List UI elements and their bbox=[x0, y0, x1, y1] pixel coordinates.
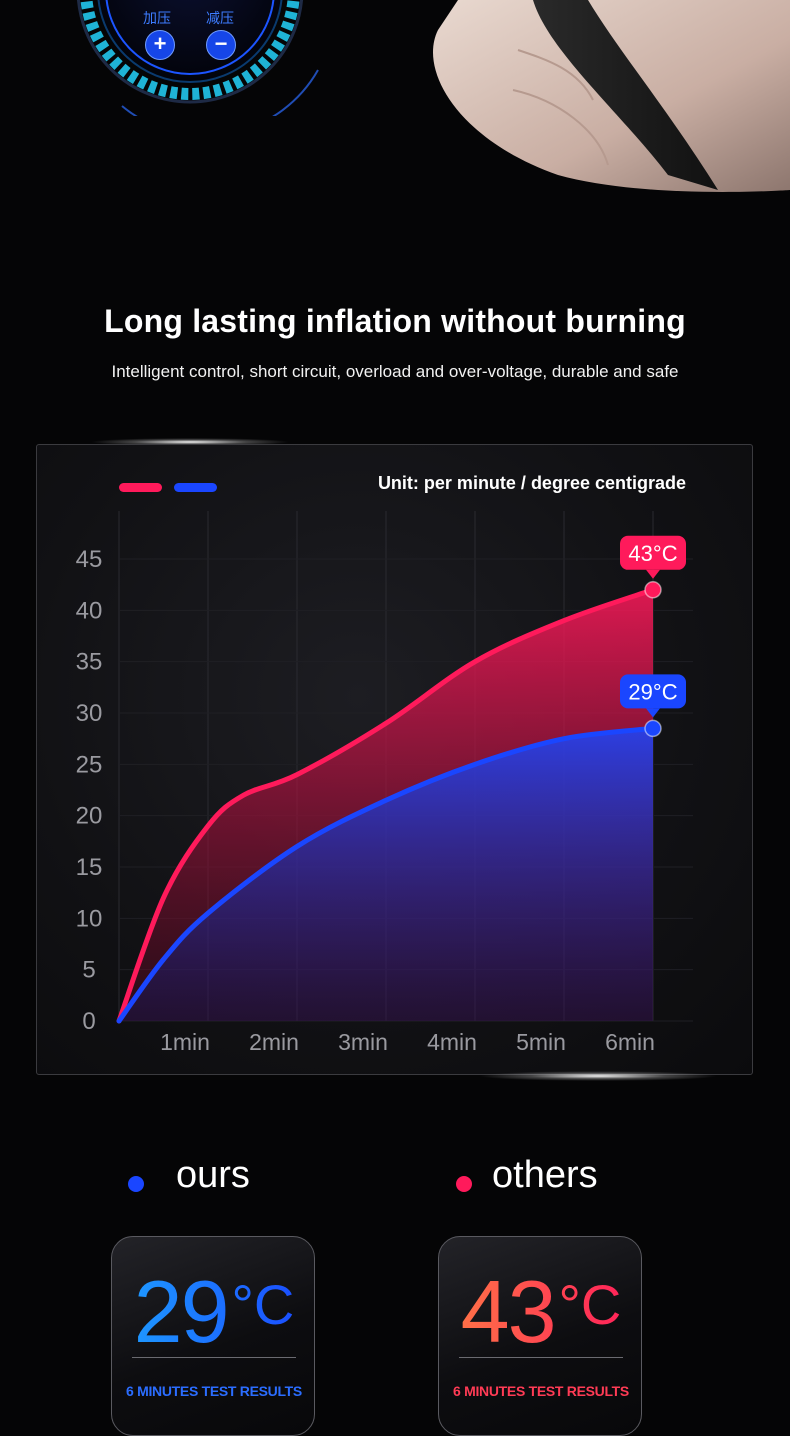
y-tick-label: 30 bbox=[76, 700, 103, 727]
legend-ours-label: ours bbox=[176, 1154, 250, 1196]
series-endpoint-others bbox=[644, 581, 662, 599]
y-tick-label: 15 bbox=[76, 854, 103, 881]
pressure-down-label: 减压 bbox=[206, 10, 234, 26]
plus-icon: + bbox=[145, 30, 175, 60]
card-divider bbox=[459, 1357, 623, 1358]
chart-unit-note: Unit: per minute / degree centigrade bbox=[378, 473, 686, 493]
result-card-ours: 29°C 6 MINUTES TEST RESULTS bbox=[111, 1236, 315, 1436]
pressure-gauge-icon bbox=[76, 0, 319, 116]
x-tick-label: 6min bbox=[605, 1029, 655, 1055]
callout-pointer-others bbox=[646, 569, 660, 579]
others-dot-icon bbox=[456, 1176, 472, 1192]
panel-highlight-bottom bbox=[478, 1071, 718, 1081]
series-line-ours bbox=[116, 725, 656, 1024]
section-title: Long lasting inflation without burning bbox=[104, 303, 686, 339]
callout-others bbox=[620, 535, 686, 570]
x-tick-label: 5min bbox=[516, 1029, 566, 1055]
y-tick-label: 10 bbox=[76, 905, 103, 932]
series-line-others bbox=[116, 587, 656, 1024]
legend-others-label: others bbox=[492, 1154, 598, 1196]
x-tick-label: 4min bbox=[427, 1029, 477, 1055]
series-area-ours bbox=[119, 728, 653, 1021]
legend-swatch-ours bbox=[174, 483, 217, 492]
ours-temperature: 29°C bbox=[112, 1255, 316, 1362]
ours-caption: 6 MINUTES TEST RESULTS bbox=[126, 1383, 302, 1399]
others-temperature-unit: °C bbox=[558, 1273, 622, 1336]
pressure-up-label: 加压 bbox=[143, 10, 171, 26]
y-tick-label: 0 bbox=[82, 1008, 95, 1035]
others-temperature: 43°C bbox=[439, 1255, 643, 1362]
y-tick-label: 40 bbox=[76, 597, 103, 624]
product-photo: 加压 减压 + − bbox=[0, 0, 790, 200]
y-tick-label: 35 bbox=[76, 649, 103, 676]
callout-pointer-ours bbox=[646, 708, 660, 718]
callout-label-others: 43°C bbox=[628, 541, 677, 566]
result-card-others: 43°C 6 MINUTES TEST RESULTS bbox=[438, 1236, 642, 1436]
y-tick-label: 45 bbox=[76, 546, 103, 573]
callout-ours bbox=[620, 674, 686, 709]
temperature-chart: 0 5 10 15 20 25 30 35 40 45 1min 2min 3min 4min 5min 6m… bbox=[76, 473, 693, 1055]
y-tick-label: 20 bbox=[76, 803, 103, 830]
x-tick-label: 2min bbox=[249, 1029, 299, 1055]
hand-holding-pump-icon bbox=[433, 0, 790, 192]
ours-temperature-unit: °C bbox=[231, 1273, 295, 1336]
section-subtitle: Intelligent control, short circuit, over… bbox=[111, 362, 679, 381]
others-temperature-value: 43 bbox=[460, 1262, 555, 1361]
series-endpoint-ours bbox=[644, 719, 662, 738]
callout-label-ours: 29°C bbox=[628, 679, 677, 704]
ours-temperature-value: 29 bbox=[133, 1262, 228, 1361]
others-caption: 6 MINUTES TEST RESULTS bbox=[453, 1383, 629, 1399]
x-tick-label: 3min bbox=[338, 1029, 388, 1055]
temperature-chart-panel: 0 5 10 15 20 25 30 35 40 45 1min 2min 3min 4min 5min 6m… bbox=[36, 444, 753, 1075]
card-divider bbox=[132, 1357, 296, 1358]
panel-highlight-top bbox=[90, 438, 290, 446]
minus-icon: − bbox=[206, 30, 236, 60]
y-tick-label: 5 bbox=[82, 957, 95, 984]
y-tick-label: 25 bbox=[76, 751, 103, 778]
ours-dot-icon bbox=[128, 1176, 144, 1192]
x-tick-label: 1min bbox=[160, 1029, 210, 1055]
legend-swatch-others bbox=[119, 483, 162, 492]
